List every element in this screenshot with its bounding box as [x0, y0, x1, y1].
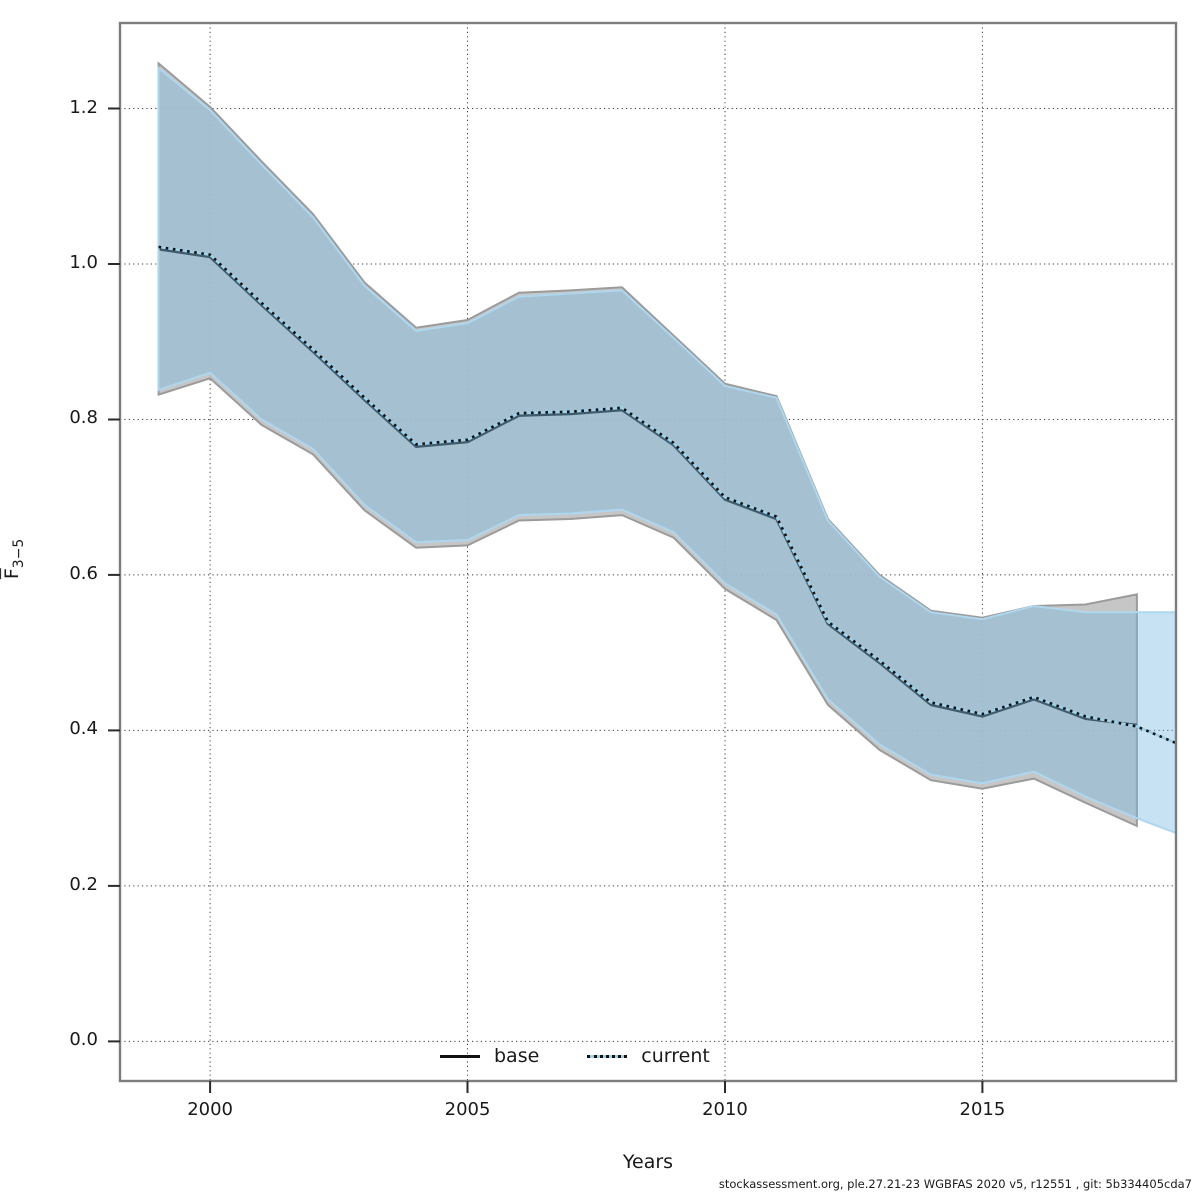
attribution-text: stockassessment.org, ple.27.21-23 WGBFAS…: [718, 1177, 1192, 1191]
legend-label-base: base: [494, 1045, 540, 1067]
current-line-swatch-icon: [587, 1054, 628, 1058]
x-tick-label: 2005: [444, 1099, 491, 1120]
x-tick-label: 2000: [187, 1099, 233, 1120]
y-axis-title-subscript: 3−5: [10, 538, 27, 569]
legend: base current: [440, 1043, 710, 1069]
legend-label-current: current: [641, 1045, 710, 1067]
y-tick-label: 0.6: [69, 562, 98, 584]
legend-item-current: current: [587, 1045, 710, 1067]
y-tick-label: 0.8: [69, 407, 98, 429]
base-line-swatch-icon: [440, 1054, 480, 1058]
legend-item-base: base: [440, 1045, 539, 1067]
x-tick-label: 2015: [959, 1099, 1006, 1120]
y-axis-title-letter: F: [1, 568, 24, 580]
y-tick-label: 1.0: [69, 251, 98, 273]
y-tick-label: 0.0: [69, 1029, 98, 1051]
x-axis-title: Years: [622, 1151, 674, 1173]
y-tick-label: 0.2: [69, 873, 98, 895]
y-axis-title: F3−5: [1, 489, 27, 629]
x-tick-label: 2010: [702, 1099, 748, 1120]
y-tick-label: 1.2: [69, 96, 98, 118]
y-tick-label: 0.4: [69, 718, 98, 740]
